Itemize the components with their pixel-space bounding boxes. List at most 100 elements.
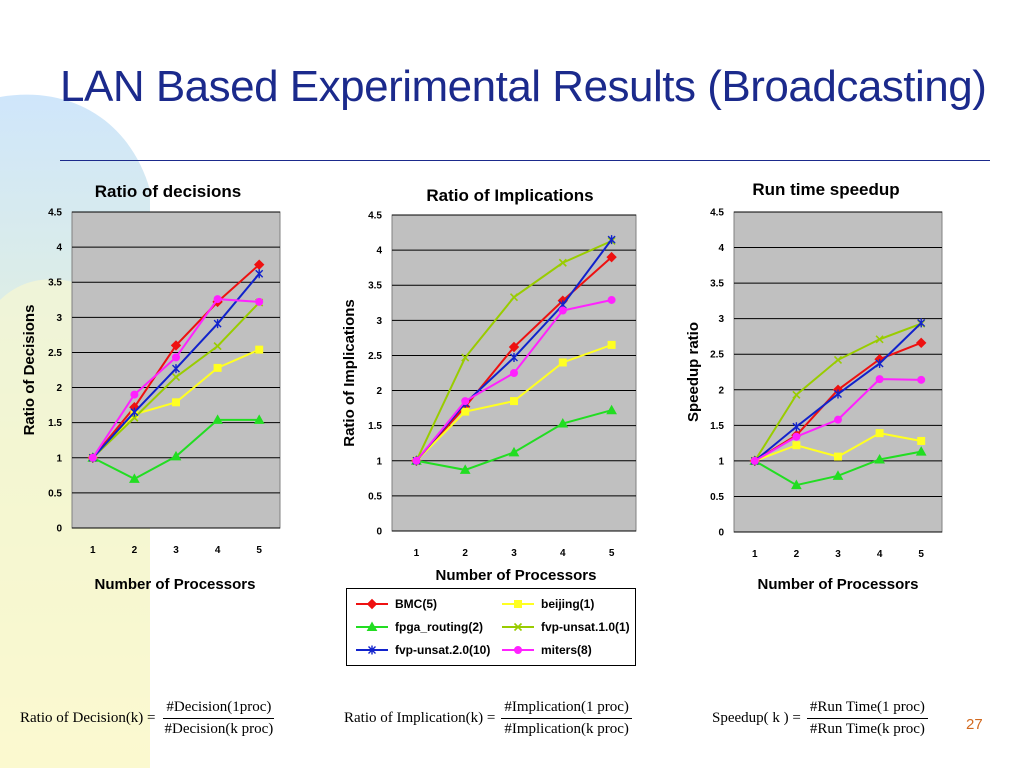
data-point (834, 389, 842, 399)
x-tick-label: 2 (462, 548, 468, 559)
y-tick-label: 4 (718, 243, 724, 254)
x-tick-label: 5 (256, 545, 262, 556)
data-point (792, 422, 801, 432)
y-tick-label: 1.5 (48, 418, 62, 429)
y-tick-label: 3.5 (368, 281, 382, 292)
data-point (461, 397, 470, 406)
data-point (172, 364, 180, 374)
legend-item-beijing-1: beijing(1) (501, 595, 594, 613)
chart-title: Run time speedup (752, 180, 899, 199)
data-point (508, 341, 520, 353)
legend-marker (513, 622, 523, 632)
y-tick-label: 4.5 (368, 211, 382, 222)
series-fpga-routing-2 (87, 414, 265, 483)
x-tick-label: 5 (918, 549, 924, 560)
data-point (606, 251, 617, 263)
decision-formula-denominator: #Decision(k proc) (164, 720, 274, 737)
data-point (833, 355, 843, 364)
chart-title: Ratio of decisions (95, 182, 241, 201)
data-point (917, 375, 926, 384)
series-miters-8 (750, 375, 926, 465)
data-point (253, 414, 265, 424)
data-point (558, 306, 567, 315)
data-point (875, 335, 884, 344)
data-point (508, 446, 520, 457)
data-point (172, 398, 180, 407)
y-tick-label: 1 (718, 456, 724, 467)
x-tick-label: 4 (215, 545, 221, 556)
data-point (917, 436, 926, 445)
data-point (874, 453, 885, 464)
series-fpga-routing-2 (411, 404, 617, 474)
data-point (170, 340, 182, 351)
data-point (172, 353, 180, 362)
x-tick-label: 1 (414, 548, 420, 559)
series-miters-8 (412, 295, 616, 465)
y-axis-title: Ratio of Implications (341, 299, 358, 447)
x-tick-label: 1 (90, 545, 96, 556)
speedup-formula-numerator: #Run Time(1 proc) (806, 699, 928, 719)
y-axis-title: Speedup ratio (685, 322, 702, 422)
data-point (212, 414, 223, 424)
x-tick-label: 3 (173, 545, 179, 556)
y-tick-label: 0.5 (48, 488, 62, 499)
data-point (792, 441, 801, 450)
data-point (606, 404, 617, 415)
data-point (917, 318, 926, 328)
y-tick-label: 2.5 (368, 351, 382, 362)
data-point (213, 295, 222, 304)
data-point (213, 342, 222, 351)
slide-title: LAN Based Experimental Results (Broadcas… (60, 62, 987, 111)
data-point (255, 269, 264, 279)
y-tick-label: 3 (56, 313, 62, 324)
legend-marker (368, 645, 376, 655)
data-point (875, 358, 884, 368)
y-tick-label: 2.5 (48, 348, 62, 359)
legend-label: beijing(1) (541, 597, 595, 611)
legend-swatch (502, 600, 534, 608)
legend-label: fvp-unsat.1.0(1) (541, 620, 630, 634)
plot-area (733, 211, 943, 533)
decision-formula-lhs: Ratio of Decision(k) = (20, 709, 156, 726)
implications-chart: Ratio of Implications 0 0.5 1 1.5 2 2.5 3 3.5 4 4.… (341, 186, 637, 584)
y-tick-label: 2 (718, 385, 724, 396)
x-tick-label: 4 (877, 549, 883, 560)
legend-swatch (356, 621, 388, 631)
title-divider (60, 160, 990, 161)
legend-swatch (502, 622, 534, 632)
data-point (510, 369, 518, 377)
y-tick-label: 0 (376, 527, 382, 538)
decision-ratio-formula: Ratio of Decision(k) = #Decision(1proc) … (20, 690, 276, 746)
legend-item-fvp-unsat-1-0-1: fvp-unsat.1.0(1) (501, 618, 630, 636)
data-point (834, 415, 842, 424)
legend-item-fvp-unsat-2-0-10: fvp-unsat.2.0(10) (355, 641, 490, 659)
series-beijing-1 (412, 340, 616, 465)
y-tick-label: 0 (56, 524, 62, 535)
data-point (130, 390, 139, 399)
decision-formula-numerator: #Decision(1proc) (163, 699, 275, 719)
y-tick-label: 1.5 (710, 421, 724, 432)
x-tick-label: 1 (752, 549, 758, 560)
data-point (461, 353, 470, 362)
y-tick-label: 4 (56, 243, 62, 254)
x-tick-label: 3 (835, 549, 841, 560)
implication-formula-fraction: #Implication(1 proc) #Implication(k proc… (501, 699, 632, 738)
x-tick-label: 2 (794, 549, 800, 560)
data-point (459, 464, 471, 474)
data-point (558, 258, 567, 267)
data-point (607, 295, 616, 304)
x-tick-label: 3 (511, 548, 517, 559)
data-point (607, 340, 616, 349)
y-tick-label: 4.5 (710, 208, 724, 219)
data-point (88, 453, 97, 462)
data-point (130, 407, 139, 417)
chart-legend: BMC(5) beijing(1) fpga_routing(2) fvp-unsat… (346, 588, 636, 666)
decision-formula-fraction: #Decision(1proc) #Decision(k proc) (162, 699, 277, 738)
y-tick-label: 2 (376, 386, 382, 397)
y-tick-label: 2 (56, 383, 62, 394)
y-tick-label: 3 (718, 314, 724, 325)
legend-item-fpga-routing-2: fpga_routing(2) (355, 618, 483, 636)
x-axis-title: Number of Processors (95, 576, 256, 593)
data-point (875, 375, 884, 384)
implication-ratio-formula: Ratio of Implication(k) = #Implication(1… (344, 690, 632, 746)
